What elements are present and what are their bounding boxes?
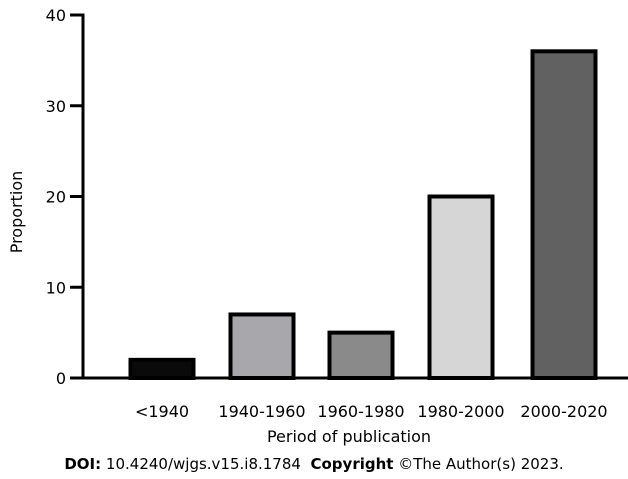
bar <box>228 312 296 381</box>
y-axis-ticks: 0 10 20 30 40 <box>46 6 83 388</box>
y-tick-label: 40 <box>46 6 66 25</box>
doi-value: 10.4240/wjgs.v15.i8.1784 <box>105 455 301 473</box>
y-tick-label: 0 <box>56 369 66 388</box>
x-tick-label: 1940-1960 <box>218 402 305 421</box>
footer-credit: DOI: 10.4240/wjgs.v15.i8.1784 Copyright … <box>0 455 628 473</box>
x-tick-label: 1960-1980 <box>317 402 404 421</box>
x-tick-label: <1940 <box>135 402 189 421</box>
x-tick-label: 1980-2000 <box>417 402 504 421</box>
copyright-label: Copyright <box>310 455 394 473</box>
y-axis-title: Proportion <box>7 171 26 254</box>
bars <box>128 49 598 381</box>
y-tick-label: 10 <box>46 278 66 297</box>
y-tick-label: 30 <box>46 97 66 116</box>
doi-label: DOI: <box>64 455 102 473</box>
y-tick-label: 20 <box>46 188 66 207</box>
copyright-value: ©The Author(s) 2023. <box>398 455 564 473</box>
x-axis-title: Period of publication <box>267 427 431 446</box>
bar <box>530 49 598 381</box>
bar <box>327 330 395 380</box>
bar <box>427 194 495 380</box>
x-tick-label: 2000-2020 <box>520 402 607 421</box>
bar <box>128 357 196 381</box>
x-axis-ticks: <1940 1940-1960 1960-1980 1980-2000 2000-202… <box>135 402 608 421</box>
